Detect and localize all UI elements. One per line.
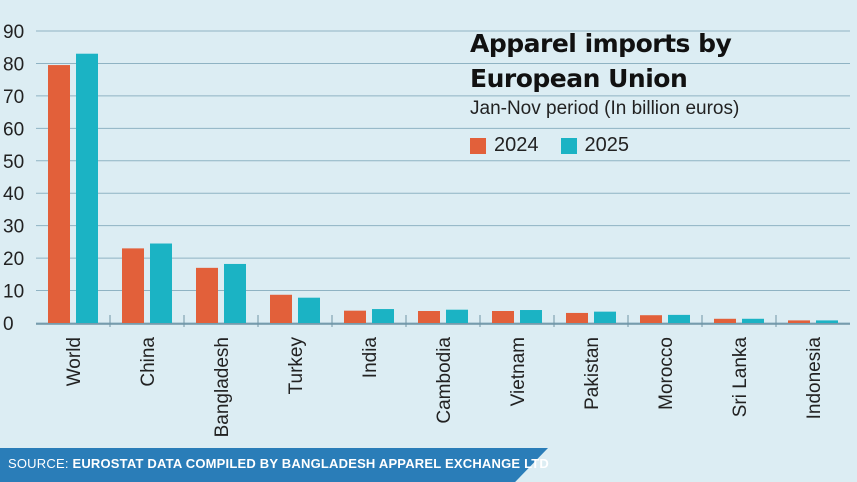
bar-sri-lanka-2025 — [742, 318, 764, 323]
x-tick-label-bangladesh: Bangladesh — [212, 337, 233, 437]
source-bar: SOURCE: EUROSTAT DATA COMPILED BY BANGLA… — [0, 448, 857, 482]
bar-indonesia-2025 — [816, 320, 838, 323]
chart-title: Apparel imports by European Union — [470, 29, 732, 93]
legend-label-2024: 2024 — [494, 134, 539, 156]
bar-india-2025 — [372, 309, 394, 323]
y-tick-label-10: 10 — [3, 282, 24, 303]
x-tick-label-indonesia: Indonesia — [804, 337, 825, 420]
y-tick-label-90: 90 — [3, 22, 24, 43]
y-tick-label-0: 0 — [3, 314, 14, 335]
legend: 2024 2025 — [470, 134, 850, 157]
source-prefix: SOURCE: — [8, 456, 73, 471]
y-tick-label-30: 30 — [3, 217, 24, 238]
bar-china-2024 — [122, 248, 144, 323]
x-tick-label-china: China — [138, 337, 159, 387]
bar-vietnam-2025 — [520, 310, 542, 323]
legend-item-2024: 2024 — [470, 134, 539, 157]
source-text: SOURCE: EUROSTAT DATA COMPILED BY BANGLA… — [8, 456, 549, 471]
legend-item-2025: 2025 — [560, 134, 630, 157]
legend-label-2025: 2025 — [584, 134, 630, 156]
y-tick-label-20: 20 — [3, 249, 24, 270]
bar-pakistan-2024 — [566, 312, 588, 323]
y-tick-label-60: 60 — [3, 119, 24, 140]
y-tick-label-80: 80 — [3, 54, 24, 75]
bar-morocco-2025 — [668, 314, 690, 323]
y-tick-label-50: 50 — [3, 152, 24, 173]
x-tick-label-turkey: Turkey — [286, 337, 307, 395]
y-tick-label-70: 70 — [3, 87, 24, 108]
legend-swatch-2024 — [470, 137, 486, 154]
bar-cambodia-2024 — [418, 310, 440, 323]
source-body: EUROSTAT DATA COMPILED BY BANGLADESH APP… — [72, 456, 549, 471]
x-tick-label-india: India — [360, 337, 381, 379]
bar-cambodia-2025 — [446, 309, 468, 323]
bar-india-2024 — [344, 310, 366, 323]
x-tick-label-morocco: Morocco — [656, 337, 677, 410]
bar-bangladesh-2025 — [224, 263, 246, 323]
bar-pakistan-2025 — [594, 311, 616, 323]
bar-indonesia-2024 — [788, 320, 810, 323]
x-tick-label-vietnam: Vietnam — [508, 337, 529, 406]
bar-sri-lanka-2024 — [714, 318, 736, 323]
chart-subtitle: Jan-Nov period (In billion euros) — [470, 98, 740, 119]
x-tick-label-cambodia: Cambodia — [434, 337, 455, 424]
bar-turkey-2025 — [298, 297, 320, 323]
bar-bangladesh-2024 — [196, 267, 218, 323]
legend-swatch-2025 — [560, 137, 577, 154]
y-tick-label-40: 40 — [3, 184, 24, 205]
bar-turkey-2024 — [270, 294, 292, 323]
x-tick-label-world: World — [64, 337, 85, 386]
source-band — [0, 448, 548, 482]
bar-china-2025 — [150, 243, 172, 323]
bar-world-2025 — [76, 53, 98, 323]
title-block: Apparel imports by European Union Jan-No… — [470, 26, 850, 157]
bar-vietnam-2024 — [492, 310, 514, 323]
bar-world-2024 — [48, 65, 70, 324]
x-tick-label-sri-lanka: Sri Lanka — [730, 337, 751, 418]
bar-morocco-2024 — [640, 315, 662, 323]
chart: 0 10 20 30 40 50 60 70 80 90 World China Bangladesh T… — [3, 22, 850, 437]
x-tick-label-pakistan: Pakistan — [582, 337, 603, 410]
